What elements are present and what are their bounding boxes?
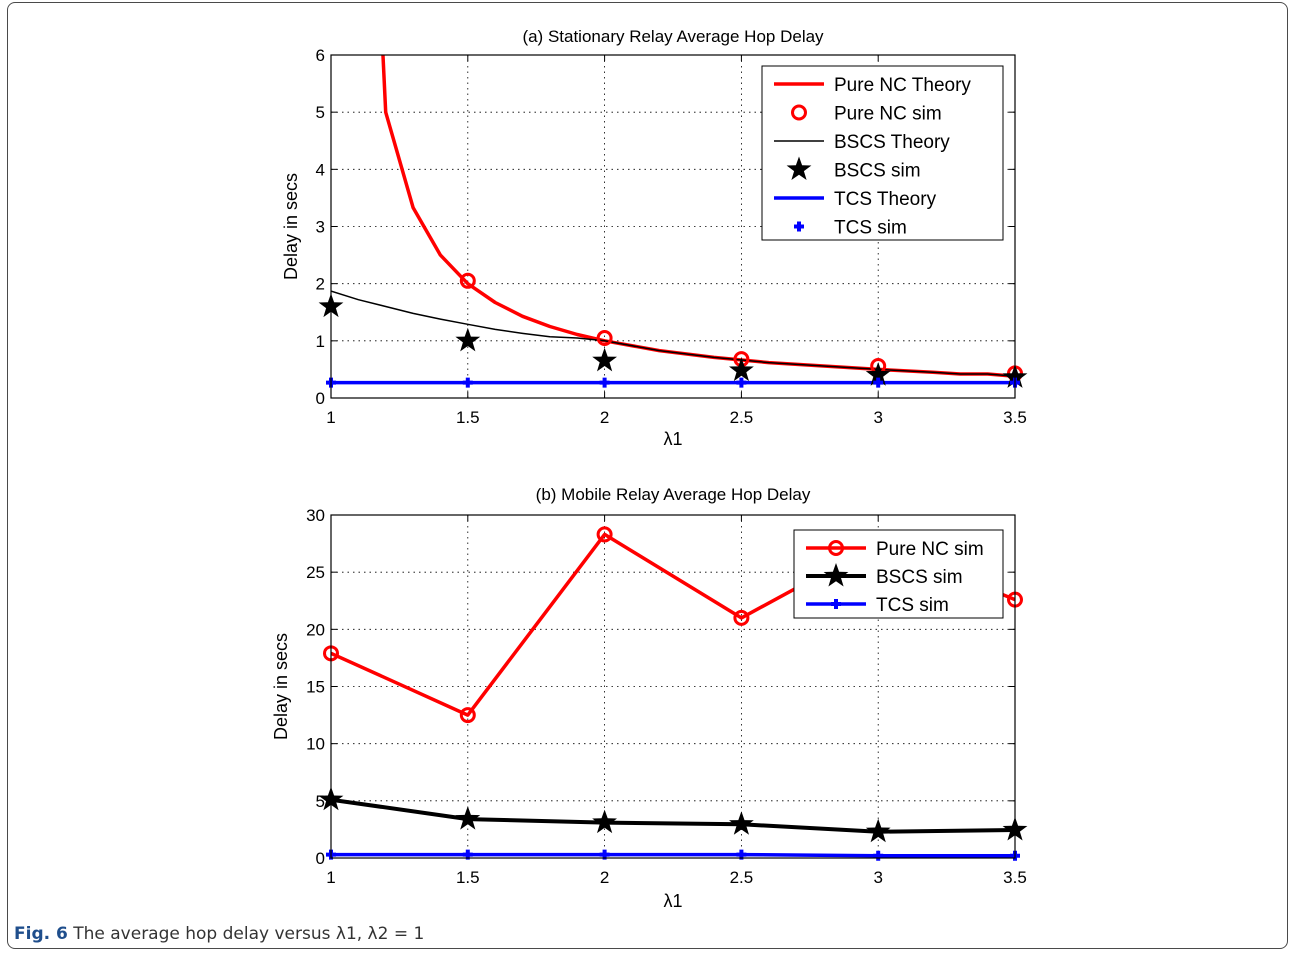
x-tick-label: 1 xyxy=(326,408,335,427)
point-tcs-sim xyxy=(599,377,610,388)
caption-text: The average hop delay versus λ1, λ2 = 1 xyxy=(67,924,425,944)
point-bscs-sim xyxy=(865,818,891,843)
point-bscs-sim xyxy=(455,806,481,830)
x-tick-label: 2.5 xyxy=(730,868,754,887)
legend-label-pure-nc-sim: Pure NC sim xyxy=(876,539,984,560)
chart-title: (b) Mobile Relay Average Hop Delay xyxy=(536,485,811,504)
x-tick-label: 3.5 xyxy=(1003,408,1027,427)
caption-label: Fig. 6 xyxy=(14,924,68,944)
y-tick-label: 6 xyxy=(316,46,325,65)
figure-caption: Fig. 6 The average hop delay versus λ1, … xyxy=(14,924,424,944)
legend: Pure NC Theory Pure NC sim BSCS Theory BSCS… xyxy=(761,65,1004,241)
y-axis-label: Delay in secs xyxy=(281,173,301,280)
x-axis-label: λ1 xyxy=(663,891,682,911)
point-bscs-sim xyxy=(865,362,891,386)
point-pure-nc-sim xyxy=(733,609,750,626)
x-tick-label: 3 xyxy=(873,868,882,887)
legend: Pure NC sim BSCS sim TCS sim xyxy=(793,529,1004,619)
x-tick-label: 1 xyxy=(326,868,335,887)
legend-label-pure-nc-sim: Pure NC sim xyxy=(834,104,942,125)
legend-label-tcs-sim: TCS sim xyxy=(876,595,949,616)
series-line-tcs-sim xyxy=(331,852,1015,858)
y-tick-label: 25 xyxy=(306,563,325,582)
point-tcs-sim xyxy=(873,850,884,861)
x-tick-label: 3.5 xyxy=(1003,868,1027,887)
y-tick-label: 5 xyxy=(316,792,325,811)
point-tcs-sim xyxy=(462,377,473,388)
axes-box xyxy=(330,514,1016,859)
y-tick-label: 4 xyxy=(316,160,325,179)
legend-label-bscs-sim: BSCS sim xyxy=(876,567,963,588)
legend-marker-pure-nc-sim xyxy=(828,540,844,556)
point-pure-nc-sim xyxy=(459,707,476,724)
point-bscs-sim xyxy=(729,811,754,835)
axes-box xyxy=(330,54,1016,399)
y-tick-label: 30 xyxy=(306,506,325,525)
point-bscs-sim xyxy=(592,347,617,372)
y-tick-label: 15 xyxy=(306,678,325,697)
x-axis-label: λ1 xyxy=(663,429,682,449)
legend-label-tcs-sim: TCS sim xyxy=(834,218,907,239)
series-line-bscs-theory xyxy=(331,290,1015,378)
y-tick-label: 0 xyxy=(316,849,325,868)
point-pure-nc-sim xyxy=(459,272,476,289)
point-tcs-sim xyxy=(873,377,884,388)
point-pure-nc-sim xyxy=(596,329,613,346)
y-tick-label: 2 xyxy=(316,275,325,294)
x-tick-label: 1.5 xyxy=(456,868,480,887)
legend-label-tcs-theory: TCS Theory xyxy=(834,189,937,210)
y-tick-label: 5 xyxy=(316,103,325,122)
y-tick-label: 0 xyxy=(316,389,325,408)
figure-frame xyxy=(7,2,1288,949)
series-layer xyxy=(331,55,1015,385)
point-pure-nc-sim xyxy=(596,526,613,543)
y-tick-label: 1 xyxy=(316,332,325,351)
chart-title: (a) Stationary Relay Average Hop Delay xyxy=(522,27,824,46)
legend-marker-bscs-sim xyxy=(823,563,849,587)
legend-marker-tcs-sim xyxy=(831,599,841,609)
legend-label-pure-nc-theory: Pure NC Theory xyxy=(834,75,971,96)
x-tick-label: 2 xyxy=(600,868,609,887)
point-tcs-sim xyxy=(736,377,747,388)
point-bscs-sim xyxy=(455,327,481,352)
legend-box xyxy=(761,65,1004,241)
legend-marker-tcs-sim xyxy=(794,221,804,232)
y-tick-label: 20 xyxy=(306,620,325,639)
point-bscs-sim xyxy=(729,357,754,382)
legend-label-bscs-sim: BSCS sim xyxy=(834,161,921,182)
series-line-bscs-sim xyxy=(331,797,1015,834)
y-tick-label: 10 xyxy=(306,735,325,754)
y-axis-label: Delay in secs xyxy=(271,633,291,740)
legend-label-bscs-theory: BSCS Theory xyxy=(834,132,950,153)
point-bscs-sim xyxy=(592,809,617,834)
chart-b: 1 1.5 2 2.5 3 3.5 0 5 10 15 20 25 30 (b) Mobile Relay… xyxy=(271,485,1028,911)
legend-marker-pure-nc-sim xyxy=(791,104,807,121)
legend-marker-bscs-sim xyxy=(786,156,812,180)
x-tick-label: 3 xyxy=(873,408,882,427)
y-tick-label: 3 xyxy=(316,218,325,237)
x-tick-label: 2.5 xyxy=(730,408,754,427)
x-tick-label: 1.5 xyxy=(456,408,480,427)
x-tick-label: 2 xyxy=(600,408,609,427)
